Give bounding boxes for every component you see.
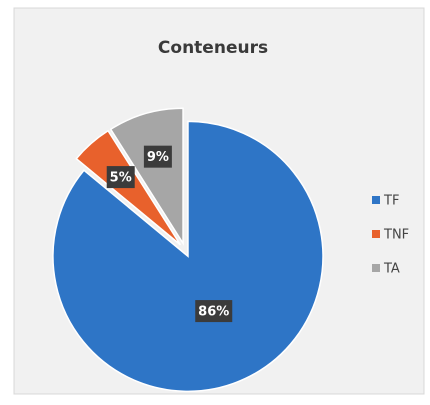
chart-title: Conteneurs <box>158 38 268 58</box>
legend-swatch <box>372 264 380 272</box>
legend-swatch <box>372 196 380 204</box>
pie-slice <box>109 107 184 246</box>
pie-slice <box>52 120 324 393</box>
data-label-box <box>106 166 135 189</box>
data-label-box <box>195 300 233 323</box>
legend-label: TA <box>383 262 400 277</box>
data-label: 9% <box>147 150 169 165</box>
data-label: 86% <box>198 305 229 320</box>
legend-label: TNF <box>383 228 409 243</box>
legend-swatch <box>372 230 380 238</box>
legend-label: TF <box>383 194 399 209</box>
data-label: 5% <box>110 171 132 186</box>
data-label-box <box>143 145 172 168</box>
